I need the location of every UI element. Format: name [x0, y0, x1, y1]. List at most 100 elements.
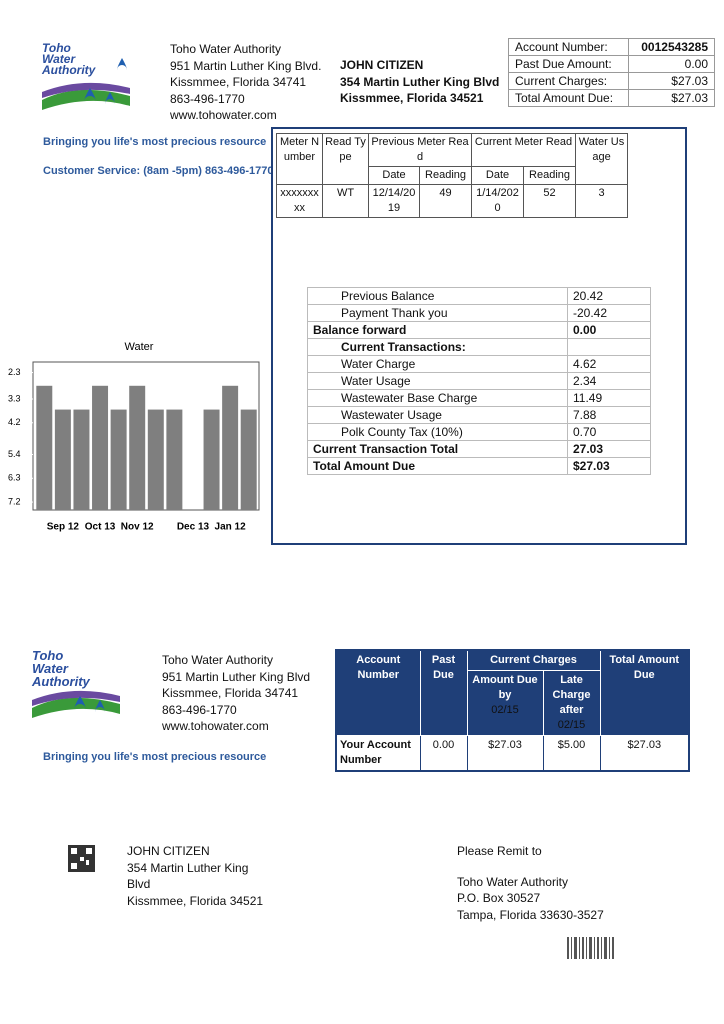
amount: 2.34 [567, 372, 651, 390]
y-tick-label: 5.4 [8, 449, 21, 459]
company-name: Toho Water Authority [170, 42, 281, 56]
label: Wastewater Usage [307, 406, 568, 424]
transactions-table: Previous Balance 20.42 Payment Thank you -2… [307, 287, 651, 475]
label: Payment Thank you [307, 304, 568, 322]
value: 0.00 [627, 55, 716, 73]
amount: 27.03 [567, 440, 651, 458]
x-tick-label: Sep 12 [47, 522, 80, 533]
x-tick-label: Nov 12 [121, 522, 154, 533]
mailing-address: JOHN CITIZEN 354 Martin Luther King Blvd… [127, 843, 267, 909]
logo-text: Authority [41, 63, 97, 77]
cell: $27.03 [599, 735, 690, 772]
cell: xxxxxxxxx [276, 184, 323, 218]
label: Late Charge after [552, 674, 591, 716]
line: Kissmmee, Florida 34741 [162, 686, 299, 700]
company-address: Toho Water Authority 951 Martin Luther K… [170, 41, 321, 124]
bar [240, 409, 257, 510]
bar [166, 409, 183, 510]
y-tick-label: 7.2 [8, 496, 21, 506]
line: www.tohowater.com [162, 719, 269, 733]
label: Wastewater Base Charge [307, 389, 568, 407]
cell: WT [322, 184, 369, 218]
transaction-row: Balance forward 0.00 [307, 321, 651, 339]
amount: $27.03 [567, 457, 651, 475]
summary-row: Current Charges: $27.03 [508, 72, 716, 90]
amount: 20.42 [567, 287, 651, 305]
header: Read Type [322, 133, 369, 185]
chart-title: Water [125, 341, 154, 353]
amount: -20.42 [567, 304, 651, 322]
header: Total Amount Due [599, 649, 690, 736]
value: $27.03 [627, 72, 716, 90]
transaction-row: Wastewater Usage 7.88 [307, 406, 651, 424]
label: Account Number: [508, 38, 629, 56]
address-line: Kissmmee, Florida 34741 [170, 75, 307, 89]
cell: $27.03 [466, 735, 544, 772]
line: 354 Martin Luther King Blvd [127, 860, 249, 892]
summary-row: Account Number: 0012543285 [508, 38, 716, 56]
x-tick-label: Oct 13 [85, 522, 116, 533]
meter-row: xxxxxxxxx WT 12/14/2019 49 1/14/2020 52 3 [276, 184, 629, 218]
logo: Toho Water Authority [31, 648, 120, 718]
transaction-row: Polk County Tax (10%) 0.70 [307, 423, 651, 441]
website: www.tohowater.com [170, 108, 277, 122]
header: Current Charges [466, 649, 601, 671]
account-summary: Account Number: 0012543285 Past Due Amount… [508, 38, 716, 107]
label: Water Usage [307, 372, 568, 390]
qr-code [68, 845, 95, 872]
date: 02/15 [557, 719, 586, 731]
barcode [567, 937, 614, 959]
header: Date [368, 166, 420, 185]
label: Balance forward [307, 321, 568, 339]
tagline: Bringing you life's most precious resour… [43, 136, 267, 148]
line: P.O. Box 30527 [457, 891, 541, 905]
header: Late Charge after 02/15 [542, 670, 601, 736]
amount: 0.00 [567, 321, 651, 339]
line: Toho Water Authority [162, 653, 273, 667]
stub-table: Account Number Past Due Current Charges … [335, 649, 691, 772]
stub-company: Toho Water Authority 951 Martin Luther K… [162, 652, 310, 735]
tagline: Bringing you life's most precious resour… [43, 751, 267, 763]
transaction-row: Wastewater Base Charge 11.49 [307, 389, 651, 407]
y-tick-label: 3.3 [8, 393, 21, 403]
bar [73, 409, 90, 510]
bar [36, 385, 53, 510]
label: Current Charges: [508, 72, 629, 90]
date: 02/15 [491, 704, 519, 716]
header: Current Meter Read [471, 133, 577, 167]
bar [222, 385, 239, 510]
logo-text: Water [32, 661, 69, 676]
plot-frame [32, 361, 260, 511]
header: Water Usage [575, 133, 629, 185]
bar [92, 385, 109, 510]
value: 0012543285 [627, 38, 716, 56]
header: Date [471, 166, 525, 185]
cell: 52 [523, 184, 577, 218]
cell: 0.00 [419, 735, 468, 772]
label: Current Transactions: [307, 338, 568, 356]
phone: 863-496-1770 [170, 91, 245, 106]
header: Meter Number [276, 133, 323, 185]
cell: 12/14/2019 [368, 184, 420, 218]
cell: 49 [418, 184, 473, 218]
line: JOHN CITIZEN [127, 844, 210, 858]
transaction-row: Total Amount Due $27.03 [307, 457, 651, 475]
header: Reading [418, 166, 473, 185]
amount: 7.88 [567, 406, 651, 424]
transaction-row: Current Transaction Total 27.03 [307, 440, 651, 458]
label: Total Amount Due [307, 457, 568, 475]
usage-chart: Water 2.3 3.3 4.2 5.4 6.3 7.2 Sep 12 Oct 13 Nov … [8, 341, 260, 533]
logo-text: Toho [42, 41, 71, 55]
logo-text: Toho [32, 648, 63, 663]
header: Amount Due by 02/15 [466, 670, 544, 736]
cell: $5.00 [542, 735, 601, 772]
header: Account Number [335, 649, 421, 736]
logo-text: Authority [31, 674, 91, 689]
label: Amount Due by [472, 674, 538, 701]
line: Tampa, Florida 33630-3527 [457, 907, 604, 922]
bar [110, 409, 127, 510]
y-tick-label: 6.3 [8, 473, 21, 483]
amount: 0.70 [567, 423, 651, 441]
